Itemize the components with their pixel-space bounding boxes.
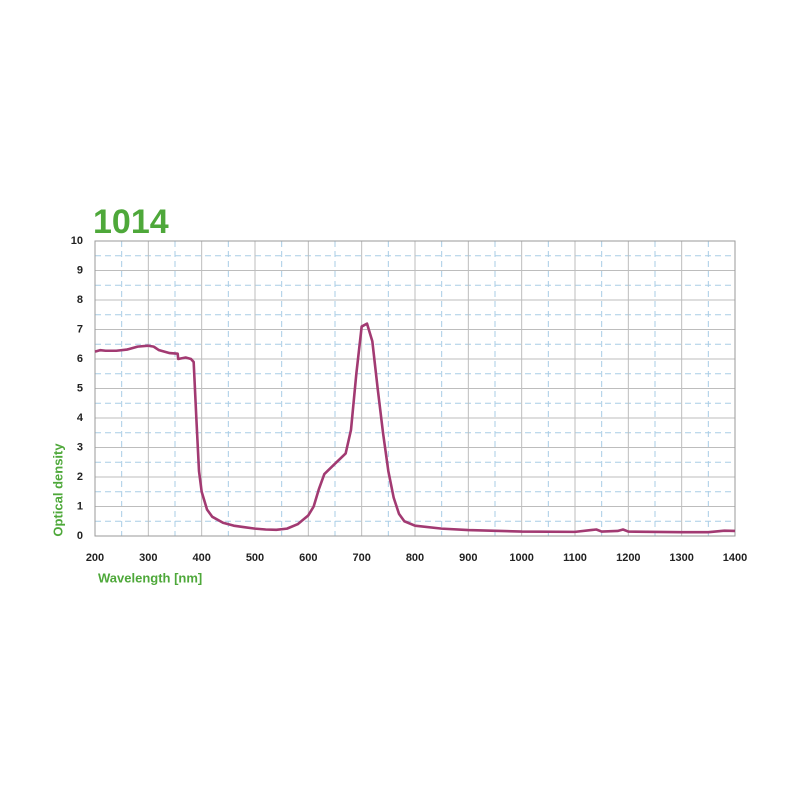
y-tick-label: 9 xyxy=(77,264,83,276)
x-axis-label: Wavelength [nm] xyxy=(98,570,202,585)
y-axis-label: Optical density xyxy=(50,443,65,537)
y-tick-label: 6 xyxy=(77,353,83,365)
x-tick-label: 1400 xyxy=(723,552,747,564)
y-tick-label: 1 xyxy=(77,500,83,512)
x-tick-label: 500 xyxy=(246,552,264,564)
x-tick-label: 200 xyxy=(86,552,104,564)
y-tick-label: 10 xyxy=(71,235,83,247)
y-tick-label: 7 xyxy=(77,323,83,335)
x-tick-label: 600 xyxy=(299,552,317,564)
x-tick-label: 1300 xyxy=(669,552,693,564)
y-tick-label: 4 xyxy=(77,412,84,424)
x-tick-label: 400 xyxy=(192,552,210,564)
x-tick-label: 1200 xyxy=(616,552,640,564)
x-tick-label: 800 xyxy=(406,552,424,564)
x-tick-label: 700 xyxy=(352,552,370,564)
plot-frame xyxy=(94,240,736,537)
y-tick-label: 2 xyxy=(77,471,83,483)
y-tick-label: 0 xyxy=(77,530,83,542)
x-tick-label: 1100 xyxy=(563,552,587,564)
chart-title: 1014 xyxy=(93,203,169,241)
y-tick-label: 3 xyxy=(77,441,83,453)
y-tick-label: 8 xyxy=(77,294,83,306)
x-tick-label: 300 xyxy=(139,552,157,564)
data-line xyxy=(94,322,736,534)
x-tick-label: 1000 xyxy=(509,552,533,564)
x-tick-label: 900 xyxy=(459,552,477,564)
y-tick-label: 5 xyxy=(77,382,83,394)
